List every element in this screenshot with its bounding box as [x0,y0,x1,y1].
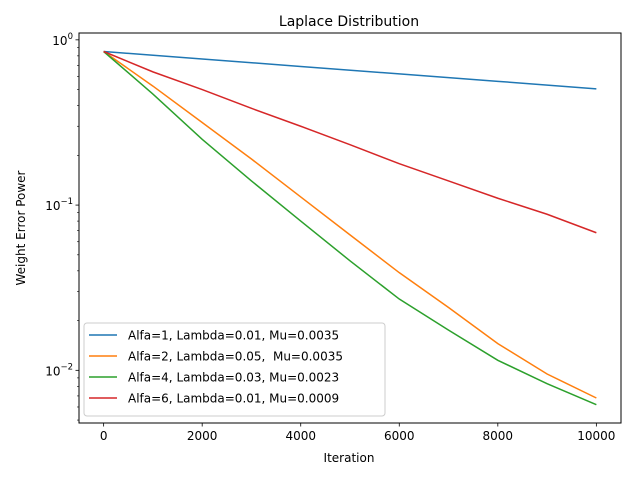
y-axis-ticks: 10−2 10−1 100 [45,32,79,421]
legend-label-2: Alfa=2, Lambda=0.05, Mu=0.0035 [128,350,343,364]
x-axis-ticks: 0 2000 4000 6000 8000 10000 [100,423,615,443]
legend: Alfa=1, Lambda=0.01, Mu=0.0035 Alfa=2, La… [83,322,386,417]
x-tick-label: 10000 [577,429,615,443]
y-axis-label: Weight Error Power [14,170,28,285]
series-line-2 [103,50,597,399]
x-tick-label: 0 [100,429,108,443]
x-tick-label: 2000 [187,429,218,443]
plot-area-frame [78,32,622,424]
chart-title: Laplace Distribution [279,14,419,30]
legend-box [83,322,386,417]
x-tick-label: 6000 [384,429,415,443]
x-tick-label: 4000 [285,429,316,443]
legend-label-3: Alfa=4, Lambda=0.03, Mu=0.0023 [128,371,339,385]
y-tick-label: 10−2 [45,362,73,378]
legend-label-4: Alfa=6, Lambda=0.01, Mu=0.0009 [128,392,339,406]
y-tick-label: 10−1 [45,197,73,213]
series-line-4 [103,50,597,234]
y-tick-label: 100 [52,32,73,48]
x-tick-label: 8000 [483,429,514,443]
series-layer [103,50,597,406]
series-line-3 [103,50,597,406]
legend-label-1: Alfa=1, Lambda=0.01, Mu=0.0035 [128,329,339,343]
x-axis-label: Iteration [324,451,375,465]
series-line-1 [103,50,597,90]
